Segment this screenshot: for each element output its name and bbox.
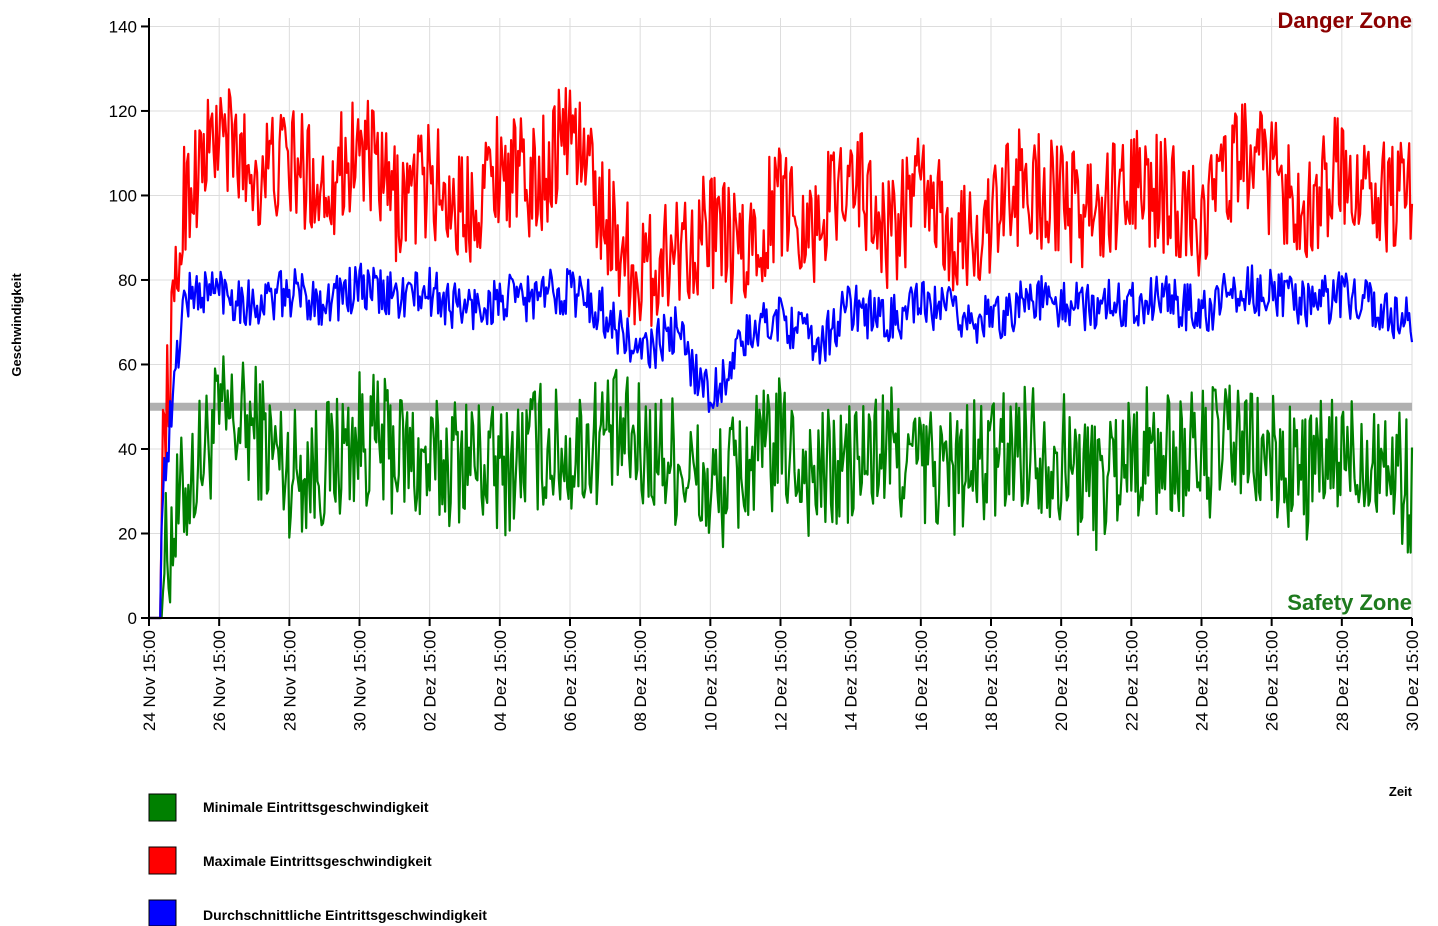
danger-zone-label: Danger Zone xyxy=(1278,8,1412,33)
legend-swatch-max xyxy=(148,846,177,875)
series-line-max xyxy=(149,86,1414,620)
legend-swatch-min xyxy=(148,793,177,822)
y-tick-label: 0 xyxy=(128,609,137,628)
safety-zone-label: Safety Zone xyxy=(1287,590,1412,615)
y-tick-label: 20 xyxy=(118,524,137,543)
x-tick-label: 02 Dez 15:00 xyxy=(421,630,440,731)
y-tick-label: 120 xyxy=(109,102,137,121)
x-tick-label: 18 Dez 15:00 xyxy=(982,630,1001,731)
x-tick-label: 12 Dez 15:00 xyxy=(772,630,791,731)
x-tick-label: 24 Dez 15:00 xyxy=(1193,630,1212,731)
legend-swatch-avg xyxy=(148,899,177,926)
x-tick-label: 24 Nov 15:00 xyxy=(140,630,159,731)
x-tick-label: 22 Dez 15:00 xyxy=(1122,630,1141,731)
y-tick-label: 100 xyxy=(109,186,137,205)
x-tick-label: 10 Dez 15:00 xyxy=(701,630,720,731)
x-tick-label: 26 Dez 15:00 xyxy=(1263,630,1282,731)
x-tick-label: 30 Dez 15:00 xyxy=(1403,630,1422,731)
series-line-avg xyxy=(149,262,1414,620)
x-tick-label: 26 Nov 15:00 xyxy=(210,630,229,731)
x-tick-label: 04 Dez 15:00 xyxy=(491,630,510,731)
series-layer xyxy=(149,86,1414,620)
legend-label-min: Minimale Eintrittsgeschwindigkeit xyxy=(203,799,429,815)
x-tick-label: 20 Dez 15:00 xyxy=(1052,630,1071,731)
y-tick-label: 60 xyxy=(118,355,137,374)
y-axis-title: Geschwindigkeit xyxy=(9,273,24,377)
x-tick-label: 06 Dez 15:00 xyxy=(561,630,580,731)
y-tick-label: 140 xyxy=(109,17,137,36)
x-tick-label: 28 Nov 15:00 xyxy=(280,630,299,731)
legend-label-max: Maximale Eintrittsgeschwindigkeit xyxy=(203,853,432,869)
y-tick-label: 40 xyxy=(118,440,137,459)
y-tick-label: 80 xyxy=(118,271,137,290)
legend-label-avg: Durchschnittliche Eintrittsgeschwindigke… xyxy=(203,907,487,923)
x-ticks: 24 Nov 15:00 26 Nov 15:00 28 Nov 15:00 30 N… xyxy=(140,618,1422,731)
x-tick-label: 08 Dez 15:00 xyxy=(631,630,650,731)
x-axis-title: Zeit xyxy=(1389,784,1413,799)
x-tick-label: 30 Nov 15:00 xyxy=(351,630,370,731)
legend: Minimale Eintrittsgeschwindigkeit Maxima… xyxy=(148,793,487,926)
series-line-min xyxy=(149,355,1414,620)
y-ticks: 0 20 40 60 80 100 120 140 xyxy=(109,17,149,628)
x-tick-label: 28 Dez 15:00 xyxy=(1333,630,1352,731)
x-tick-label: 16 Dez 15:00 xyxy=(912,630,931,731)
x-tick-label: 14 Dez 15:00 xyxy=(842,630,861,731)
